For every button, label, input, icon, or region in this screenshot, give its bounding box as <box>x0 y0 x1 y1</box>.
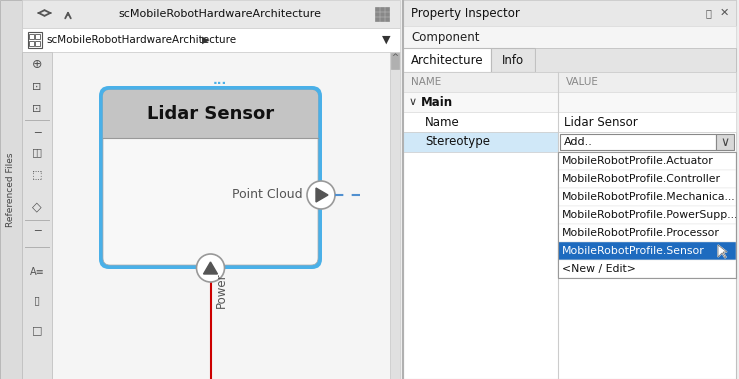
Text: ⊡: ⊡ <box>33 104 41 114</box>
Bar <box>403 0 736 379</box>
Text: Power: Power <box>214 272 228 308</box>
Bar <box>391 53 399 69</box>
Text: ─: ─ <box>34 225 41 235</box>
Text: ⊕: ⊕ <box>32 58 42 70</box>
Bar <box>390 52 400 379</box>
Text: ⬚: ⬚ <box>32 169 42 179</box>
Text: MobileRobotProfile.Sensor: MobileRobotProfile.Sensor <box>562 246 705 256</box>
Text: ...: ... <box>213 74 227 86</box>
Bar <box>28 32 42 48</box>
Text: MobileRobotProfile.Controller: MobileRobotProfile.Controller <box>562 174 721 184</box>
Polygon shape <box>718 245 727 258</box>
Bar <box>558 170 736 188</box>
Bar <box>385 17 389 20</box>
Bar <box>535 48 736 72</box>
Text: scMobileRobotHardwareArchitecture: scMobileRobotHardwareArchitecture <box>46 35 236 45</box>
Text: 🔇: 🔇 <box>705 8 711 18</box>
Text: Property Inspector: Property Inspector <box>411 6 520 19</box>
Bar <box>0 0 22 379</box>
Bar <box>385 7 389 11</box>
Text: ▼: ▼ <box>382 35 390 45</box>
Text: MobileRobotProfile.Mechanica...: MobileRobotProfile.Mechanica... <box>562 192 735 202</box>
Text: Main: Main <box>421 96 453 108</box>
FancyBboxPatch shape <box>103 90 318 138</box>
Text: ✕: ✕ <box>719 8 729 18</box>
Circle shape <box>197 254 225 282</box>
Text: ─: ─ <box>34 127 41 137</box>
Text: A≡: A≡ <box>30 267 44 277</box>
Text: Add..: Add.. <box>564 137 593 147</box>
Text: Info: Info <box>502 53 524 66</box>
Text: Lidar Sensor: Lidar Sensor <box>147 105 274 123</box>
Text: VALUE: VALUE <box>566 77 599 87</box>
Bar <box>403 72 736 92</box>
Bar <box>558 260 736 278</box>
Bar <box>558 152 736 278</box>
Bar <box>558 132 736 152</box>
Text: ∨: ∨ <box>721 136 729 149</box>
Bar <box>35 34 40 39</box>
Bar <box>29 34 34 39</box>
FancyBboxPatch shape <box>99 86 322 269</box>
Bar <box>403 48 491 72</box>
Bar <box>716 134 734 150</box>
Bar <box>35 41 40 46</box>
Bar <box>22 28 400 52</box>
Bar <box>403 26 736 48</box>
Bar <box>375 12 378 16</box>
Bar <box>385 12 389 16</box>
Bar <box>22 0 400 28</box>
Bar <box>560 134 716 150</box>
Text: Architecture: Architecture <box>411 53 483 66</box>
Text: Component: Component <box>411 30 480 44</box>
Text: MobileRobotProfile.Actuator: MobileRobotProfile.Actuator <box>562 156 714 166</box>
Text: scMobileRobotHardwareArchitecture: scMobileRobotHardwareArchitecture <box>118 9 321 19</box>
Text: <New / Edit>: <New / Edit> <box>562 264 636 274</box>
Bar <box>52 52 390 379</box>
Bar <box>403 92 736 112</box>
Polygon shape <box>316 188 328 202</box>
Text: ^: ^ <box>392 53 398 63</box>
Bar <box>558 188 736 206</box>
Text: ◫: ◫ <box>32 147 42 157</box>
Polygon shape <box>203 262 217 274</box>
Bar <box>22 52 52 379</box>
Bar <box>29 41 34 46</box>
Text: Name: Name <box>425 116 460 128</box>
Text: MobileRobotProfile.PowerSupp...: MobileRobotProfile.PowerSupp... <box>562 210 738 220</box>
Bar <box>0 0 400 379</box>
Bar <box>558 242 736 260</box>
Text: ⊡: ⊡ <box>33 82 41 92</box>
Bar <box>380 7 384 11</box>
Text: □: □ <box>32 325 42 335</box>
Bar <box>103 128 318 138</box>
Bar <box>375 7 378 11</box>
Bar <box>375 17 378 20</box>
Bar <box>380 12 384 16</box>
Text: Referenced Files: Referenced Files <box>7 152 16 227</box>
Circle shape <box>307 181 335 209</box>
Text: ◇: ◇ <box>33 200 42 213</box>
Text: ▯: ▯ <box>34 295 40 305</box>
Bar <box>403 132 558 152</box>
Bar <box>558 206 736 224</box>
Text: ∨: ∨ <box>409 97 417 107</box>
Bar <box>403 112 736 132</box>
FancyBboxPatch shape <box>103 90 318 265</box>
Text: Lidar Sensor: Lidar Sensor <box>564 116 638 128</box>
Text: NAME: NAME <box>411 77 441 87</box>
Bar <box>558 152 736 170</box>
Bar <box>491 48 535 72</box>
Bar <box>380 17 384 20</box>
Text: MobileRobotProfile.Processor: MobileRobotProfile.Processor <box>562 228 720 238</box>
Text: Point Cloud: Point Cloud <box>232 188 303 202</box>
Bar <box>558 224 736 242</box>
Text: ▶: ▶ <box>202 35 209 45</box>
Text: Stereotype: Stereotype <box>425 136 490 149</box>
Bar <box>403 0 736 26</box>
